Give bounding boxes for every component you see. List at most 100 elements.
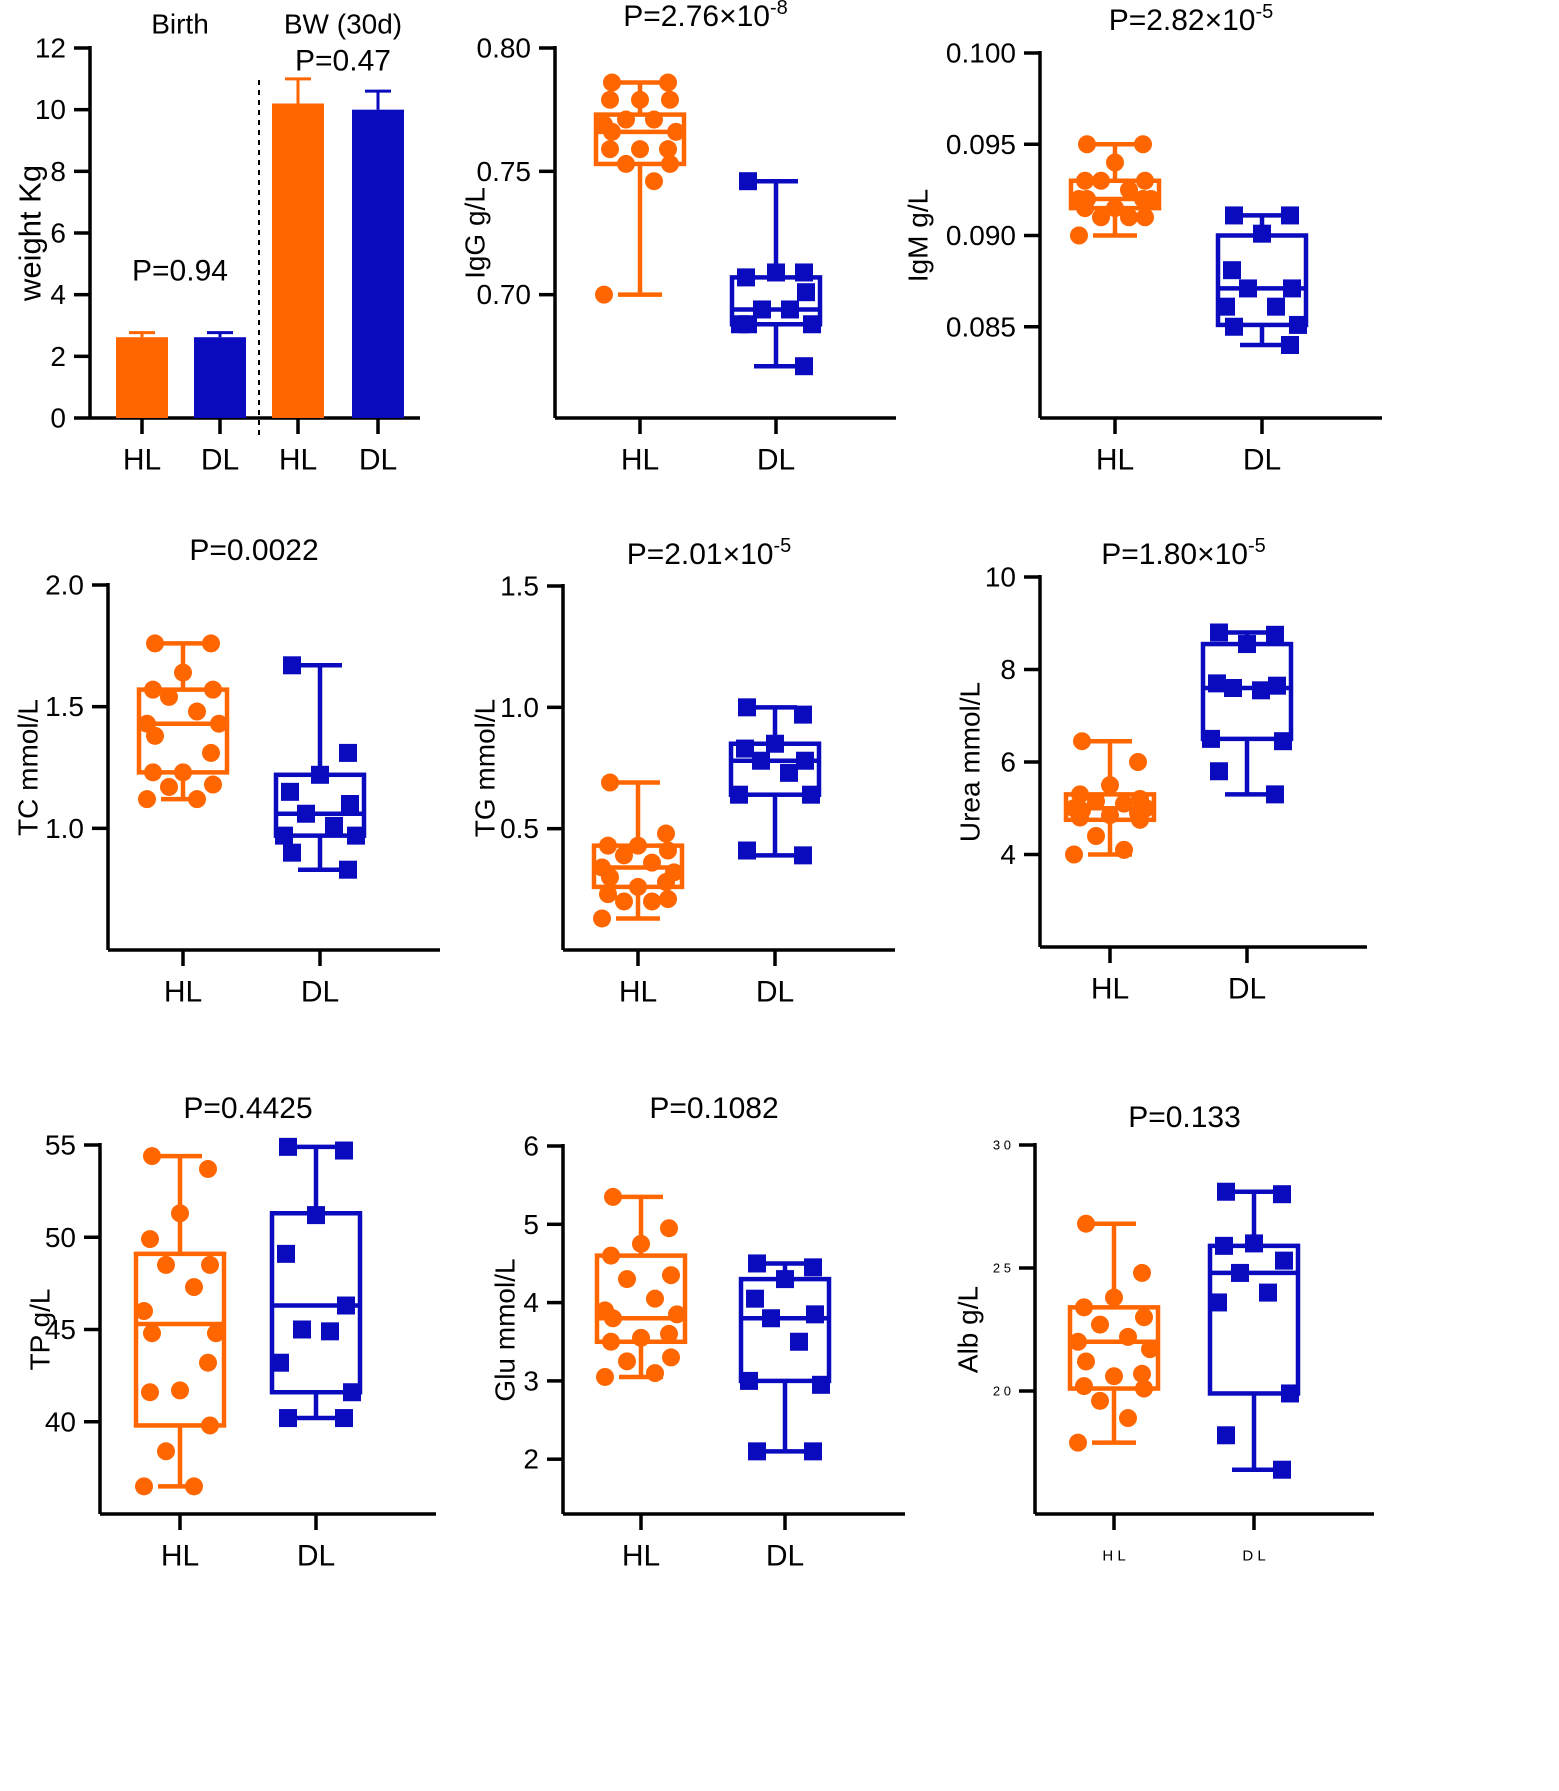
data-point [135,1477,153,1496]
data-point [736,739,754,758]
chart-title-exponent: -5 [774,535,792,557]
data-point [1071,808,1089,827]
data-point [1075,1377,1093,1396]
data-point [293,1320,311,1339]
data-point [1224,679,1242,697]
y-tick-label: 45 [45,1314,76,1345]
x-tick-label: H L [1102,1548,1125,1565]
data-point [739,172,757,191]
data-point [1215,1236,1233,1255]
x-tick-label: HL [622,1540,660,1573]
data-point [767,263,785,282]
data-point [185,1477,203,1496]
data-point [603,73,621,92]
data-point [737,268,755,287]
data-point [146,726,164,745]
data-point [339,743,357,762]
y-tick-label: 0 [50,403,66,434]
data-point [271,1353,289,1372]
y-tick-label: 6 [50,218,66,249]
data-point [659,73,677,92]
series-dl [729,172,823,376]
y-tick-label: 0.80 [477,33,532,64]
y-axis-label: IgM g/L [903,189,934,282]
data-point [1281,336,1299,354]
data-point [202,743,220,762]
chart-title-text: P=0.0022 [189,534,318,567]
data-point [780,763,798,782]
chart-title-text: P=0.4425 [183,1092,312,1125]
data-point [335,1409,353,1428]
data-point [667,122,685,141]
box-iqr [133,1251,227,1428]
data-point [1106,199,1124,218]
data-point [806,1305,824,1324]
y-tick-label: 40 [45,1406,76,1437]
data-point [660,1219,678,1238]
y-tick-label: 2 0 [993,1384,1011,1399]
data-point [748,1442,766,1461]
data-point [1202,729,1220,748]
x-tick-label: DL [297,1540,335,1573]
y-tick-label: 0.75 [477,156,532,187]
data-point [1134,135,1152,154]
x-tick-label: DL [1228,973,1266,1006]
data-point [1119,1409,1137,1428]
data-point [1076,171,1094,190]
data-point [1231,1263,1249,1282]
data-point [1133,1364,1151,1383]
series-hl [591,773,685,928]
data-point [141,1383,159,1402]
data-point [199,1159,217,1178]
data-point [185,1278,203,1297]
y-tick-label: 55 [45,1130,76,1161]
data-point [795,263,813,282]
series-hl [593,73,687,304]
data-point [1133,1263,1151,1282]
data-point [1129,753,1147,771]
data-point [632,1328,650,1347]
data-point [804,1442,822,1461]
data-point [1225,317,1243,336]
data-point [1120,180,1138,199]
chart-title: P=2.82×10-5 [1109,1,1274,37]
x-tick-label: DL [757,444,795,477]
y-tick-label: 2 [50,341,66,372]
data-point [812,1375,830,1394]
data-point [143,1147,161,1166]
data-point [604,1187,622,1206]
x-tick-label: HL [619,976,657,1009]
chart-title-text: P=0.133 [1128,1101,1241,1134]
data-point [1217,1182,1235,1201]
data-point [1069,1332,1087,1351]
data-point [1120,208,1138,227]
data-point [781,300,799,319]
data-point [202,634,220,653]
data-point [283,843,301,862]
data-point [141,1230,159,1249]
y-tick-label: 0.100 [946,38,1016,69]
chart-title: P=0.133 [1128,1101,1241,1134]
data-point [662,1348,680,1367]
bar-dl [194,337,246,418]
box-plot-igm: 0.085 0.090 0.095 0.100 IgM g/L HL DL P=2.82×10… [903,1,1382,477]
data-point [1134,190,1152,208]
x-tick-label: DL [1243,444,1281,477]
data-point [1266,785,1284,804]
data-point [762,1309,780,1328]
x-tick-label: DL [766,1540,804,1573]
data-point [645,172,663,191]
data-point [776,1270,794,1289]
data-point [1289,315,1307,334]
data-point [311,765,329,784]
data-point [1268,676,1286,695]
series-dl [1215,206,1309,354]
y-tick-label: 6 [1000,747,1016,778]
y-tick-label: 50 [45,1222,76,1253]
x-tick-label: HL [123,444,161,477]
data-point [753,300,771,319]
data-point [802,785,820,804]
data-point [661,154,679,173]
data-point [1273,1185,1291,1204]
